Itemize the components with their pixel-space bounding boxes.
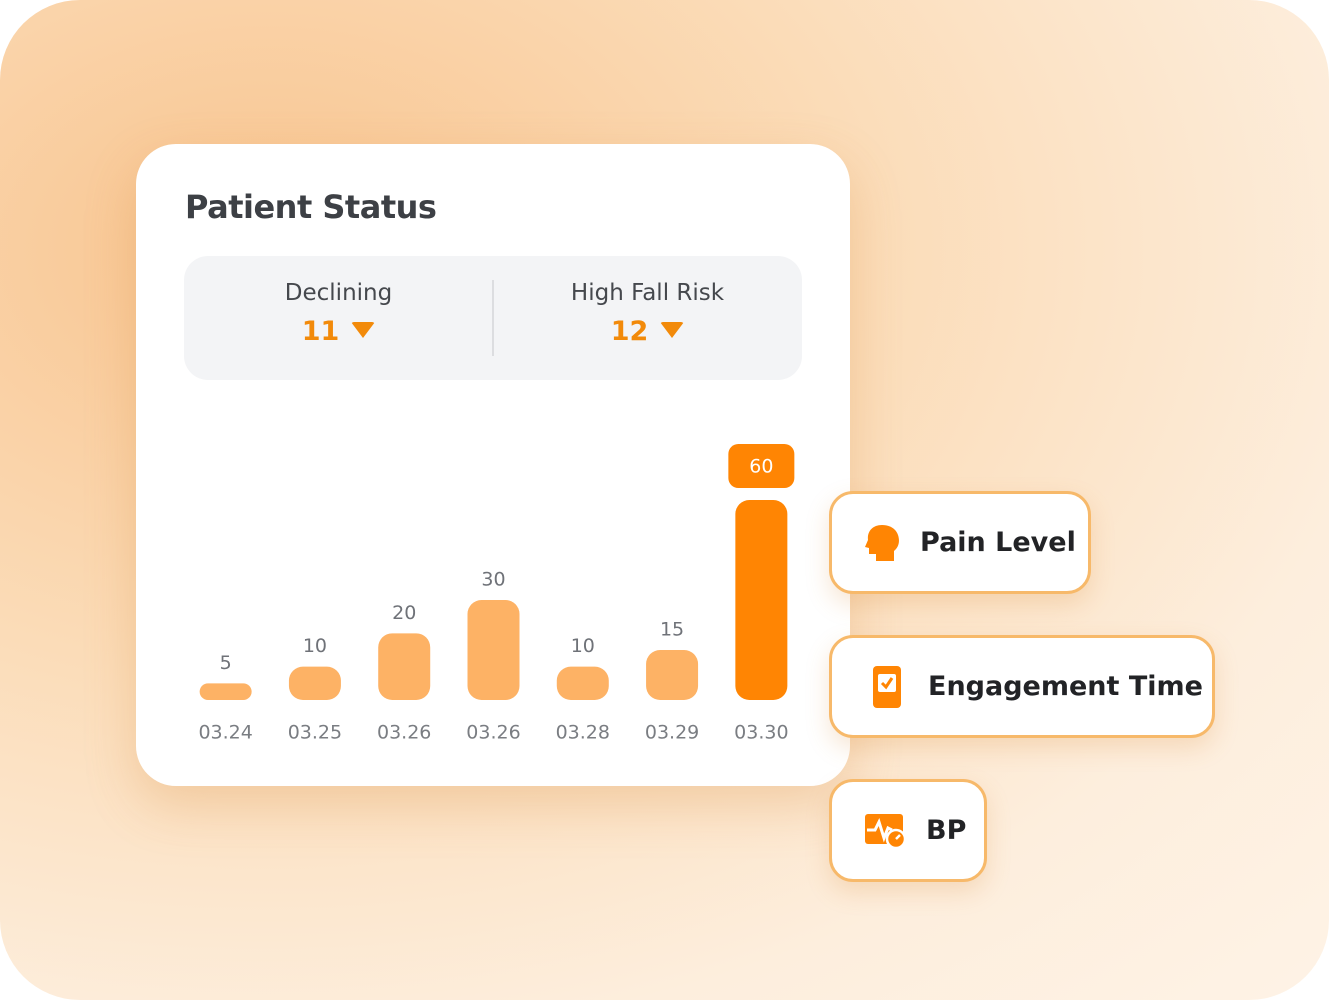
value-badge [728, 444, 795, 488]
bp-icon [865, 813, 906, 849]
button-label: Engagement Time [928, 671, 1203, 702]
x-tick-label: 03.30 [734, 722, 788, 744]
button-label: Pain Level [920, 527, 1076, 558]
bar [288, 666, 341, 700]
value-label: 15 [660, 619, 684, 641]
bar [735, 500, 788, 700]
down-icon [660, 322, 685, 338]
head-icon [865, 524, 899, 561]
stat-label: Declining [284, 280, 393, 306]
bar [556, 666, 609, 700]
stat: High Fall Risk 12 [493, 256, 802, 380]
x-tick-label: 03.28 [556, 722, 610, 744]
divider [492, 280, 494, 356]
patient-status-card: Patient Status Declining 11 High Fall Ri… [136, 144, 850, 786]
bp-button[interactable]: BP [829, 779, 987, 882]
x-tick-label: 03.25 [288, 722, 342, 744]
value-label: 10 [571, 635, 595, 657]
stats-panel: Declining 11 High Fall Risk 12 [184, 256, 802, 380]
stat-value: 12 [610, 316, 649, 347]
stat-value: 11 [301, 316, 340, 347]
phone-icon [873, 665, 901, 708]
value-label: 10 [303, 635, 327, 657]
bar [378, 633, 431, 700]
pain-level-button[interactable]: Pain Level [829, 491, 1091, 594]
x-tick-label: 03.24 [198, 722, 252, 744]
button-label: BP [926, 815, 967, 846]
card-title: Patient Status [185, 188, 437, 226]
x-tick-label: 03.29 [645, 722, 699, 744]
bar-chart: 03.24 5 03.25 10 03.26 20 03.26 30 03.28 10 03.29 1… [198, 444, 795, 744]
x-tick-label: 03.26 [377, 722, 431, 744]
bar [646, 650, 699, 700]
stat-value-row: 11 [184, 316, 493, 347]
stat-label: High Fall Risk [570, 280, 725, 306]
stat-value-row: 12 [493, 316, 802, 347]
x-tick-label: 03.26 [466, 722, 520, 744]
value-label: 60 [749, 456, 773, 478]
value-label: 5 [220, 652, 232, 674]
bar [199, 683, 252, 700]
down-icon [351, 322, 376, 338]
bar [467, 600, 520, 700]
stat: Declining 11 [184, 256, 493, 380]
value-label: 30 [481, 569, 505, 591]
engagement-time-button[interactable]: Engagement Time [829, 635, 1215, 738]
value-label: 20 [392, 602, 416, 624]
